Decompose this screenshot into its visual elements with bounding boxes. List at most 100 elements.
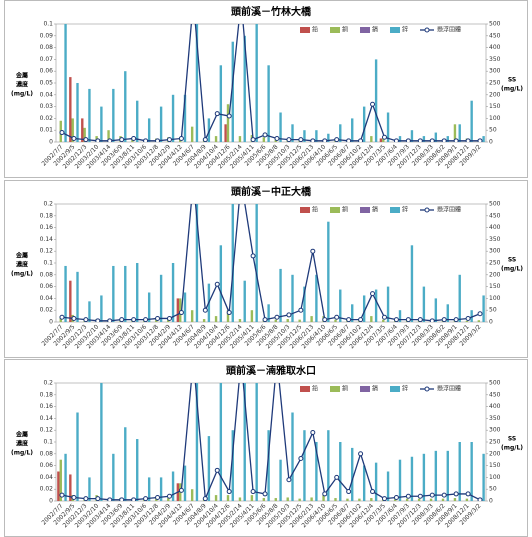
y-tick-label: 0.14 bbox=[40, 415, 54, 422]
bar bbox=[81, 118, 84, 142]
line-marker bbox=[155, 494, 161, 500]
bar bbox=[176, 297, 180, 322]
y2-axis-label: (mg/L) bbox=[501, 445, 523, 452]
legend-swatch bbox=[300, 386, 310, 392]
line-marker bbox=[59, 314, 65, 320]
legend-marker bbox=[424, 386, 430, 392]
line-marker bbox=[381, 134, 387, 140]
y-axis-label: 金屬 bbox=[15, 72, 28, 80]
bar bbox=[224, 124, 227, 142]
bar bbox=[255, 383, 258, 501]
line-marker bbox=[166, 137, 172, 142]
bar bbox=[255, 24, 258, 142]
line-marker bbox=[334, 314, 340, 320]
bar bbox=[279, 112, 282, 142]
line-marker bbox=[358, 316, 364, 322]
y-tick-label: 0.08 bbox=[40, 450, 54, 457]
line-marker bbox=[441, 492, 447, 498]
line-marker bbox=[298, 307, 304, 313]
line-marker bbox=[214, 281, 220, 287]
legend-swatch bbox=[360, 206, 370, 213]
line-marker bbox=[310, 248, 316, 254]
bar bbox=[386, 286, 390, 322]
bar bbox=[410, 456, 414, 501]
y-tick-label: 0 bbox=[49, 139, 53, 146]
bar bbox=[298, 498, 301, 501]
bar bbox=[465, 498, 469, 501]
bar bbox=[100, 294, 103, 322]
bar bbox=[274, 498, 277, 501]
y2-tick-label: 150 bbox=[489, 462, 501, 469]
line-marker bbox=[346, 316, 352, 322]
bar bbox=[179, 297, 182, 322]
bar bbox=[250, 495, 254, 501]
legend-marker bbox=[424, 27, 430, 33]
y-tick-label: 0.2 bbox=[43, 200, 53, 207]
bar bbox=[327, 133, 330, 142]
y2-tick-label: 200 bbox=[489, 91, 501, 98]
y2-axis-label: (mg/L) bbox=[501, 86, 523, 93]
y-tick-label: 0.14 bbox=[40, 235, 54, 242]
line-marker bbox=[226, 309, 232, 315]
y2-tick-label: 350 bbox=[489, 235, 501, 242]
bar bbox=[398, 136, 402, 142]
line-marker bbox=[71, 135, 77, 141]
bar bbox=[382, 138, 385, 142]
chart-title: 頭前溪－竹林大橋 bbox=[231, 5, 312, 18]
bar bbox=[351, 447, 354, 501]
legend-swatch bbox=[330, 386, 340, 392]
bar bbox=[255, 203, 258, 322]
y2-tick-label: 300 bbox=[489, 427, 501, 434]
line-marker bbox=[95, 138, 101, 142]
line-marker bbox=[95, 496, 101, 501]
line-marker bbox=[107, 138, 113, 142]
line-marker bbox=[226, 489, 232, 495]
legend-swatch bbox=[360, 27, 370, 33]
line-marker bbox=[477, 497, 483, 501]
line-marker bbox=[334, 474, 340, 480]
y-tick-label: 0.16 bbox=[40, 224, 54, 231]
chart-title: 頭前溪－湳雅取水口 bbox=[226, 364, 316, 377]
bar bbox=[470, 100, 473, 142]
bar bbox=[303, 430, 306, 501]
y-axis-label: (mg/L) bbox=[11, 450, 33, 457]
y-axis-label: (mg/L) bbox=[11, 270, 33, 277]
bar bbox=[386, 112, 390, 142]
line-marker bbox=[429, 317, 435, 322]
legend-swatch bbox=[360, 386, 370, 392]
bar bbox=[171, 262, 175, 322]
bar bbox=[434, 132, 438, 142]
bar bbox=[100, 383, 103, 501]
line-marker bbox=[441, 316, 447, 322]
line-marker bbox=[119, 137, 125, 142]
y-tick-label: 0.04 bbox=[40, 474, 54, 481]
line-marker bbox=[202, 496, 208, 501]
y2-tick-label: 150 bbox=[489, 283, 501, 290]
bar bbox=[374, 462, 378, 501]
bar bbox=[291, 412, 294, 501]
line-marker bbox=[262, 491, 268, 497]
line-marker bbox=[131, 135, 137, 141]
bar bbox=[315, 274, 318, 322]
bar bbox=[159, 274, 163, 322]
y-axis-label: 濃度 bbox=[16, 260, 29, 268]
line-marker bbox=[417, 493, 423, 499]
line-marker bbox=[155, 315, 161, 321]
bar bbox=[262, 137, 266, 142]
bar bbox=[370, 136, 373, 142]
bar bbox=[195, 24, 199, 142]
line-marker bbox=[202, 137, 208, 142]
bar bbox=[107, 130, 110, 142]
line-marker bbox=[453, 491, 459, 497]
line-marker bbox=[95, 317, 101, 322]
y2-tick-label: 100 bbox=[489, 474, 501, 481]
bar bbox=[250, 309, 254, 322]
y2-tick-label: 0 bbox=[489, 139, 493, 146]
legend-label: 銅 bbox=[342, 205, 348, 213]
bar bbox=[69, 280, 72, 322]
panel-border bbox=[4, 179, 528, 358]
bar bbox=[59, 459, 62, 501]
bar bbox=[124, 427, 127, 501]
